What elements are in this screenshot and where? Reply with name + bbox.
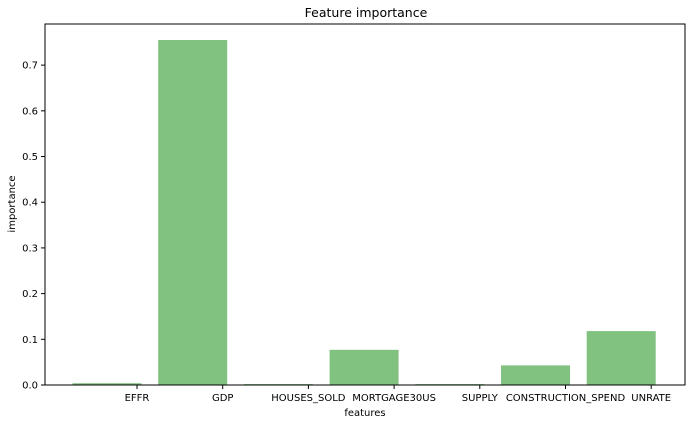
x-tick-label: EFFR: [125, 393, 150, 404]
y-tick-label: 0.4: [22, 198, 38, 209]
bar-mortgage30us: [329, 349, 399, 385]
bar-unrate: [586, 331, 656, 385]
x-tick-label: UNRATE: [631, 393, 671, 404]
y-tick-label: 0.6: [22, 106, 38, 117]
chart-title: Feature importance: [305, 5, 428, 20]
y-tick-label: 0.0: [22, 381, 38, 392]
x-tick-label: HOUSES_SOLD: [271, 393, 346, 404]
y-tick-label: 0.3: [22, 243, 38, 254]
y-tick-label: 0.1: [22, 335, 38, 346]
y-axis-label: importance: [7, 175, 18, 232]
plot-frame: [44, 23, 686, 386]
y-tick-label: 0.5: [22, 152, 38, 163]
bars-layer: [72, 40, 656, 385]
bar-construction-spend: [501, 365, 570, 385]
x-tick-label: MORTGAGE30US: [352, 393, 436, 404]
x-tick-label: GDP: [212, 393, 233, 404]
x-axis-ticks: EFFR GDP HOUSES_SOLD MORTGAGE30US SUPPLY CONS…: [125, 385, 671, 404]
x-tick-label: CONSTRUCTION_SPEND: [506, 393, 626, 404]
y-tick-label: 0.2: [22, 289, 38, 300]
y-tick-label: 0.7: [22, 61, 38, 72]
x-tick-label: SUPPLY: [462, 393, 499, 404]
bar-effr: [72, 383, 142, 385]
y-axis-ticks: 0.0 0.1 0.2 0.3 0.4 0.5 0.6 0.7: [22, 61, 45, 392]
x-axis-label: features: [344, 408, 385, 419]
bar-gdp: [158, 40, 228, 385]
